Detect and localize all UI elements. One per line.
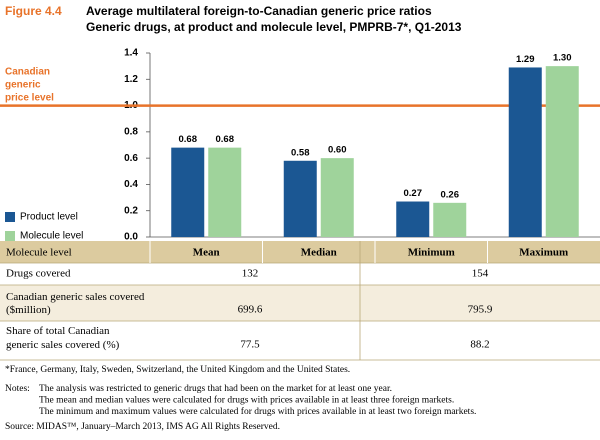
- y-tick-label: 1.4: [124, 48, 138, 59]
- table-cell: 795.9: [468, 304, 493, 316]
- source: Source: MIDAS™, January–March 2013, IMS …: [5, 422, 280, 432]
- value-label: 1.29: [516, 54, 535, 65]
- note-line: The mean and median values were calculat…: [39, 395, 454, 406]
- bar: [396, 201, 430, 237]
- y-tick-label: 0.0: [124, 232, 138, 243]
- y-tick-label: 1.2: [124, 74, 138, 85]
- value-label: 1.30: [553, 53, 572, 64]
- table-cell: 132: [242, 268, 259, 280]
- legend-label: Molecule level: [20, 231, 83, 242]
- table-row-bg: [0, 285, 600, 321]
- x-axis-label: Molecule level: [6, 247, 72, 259]
- x-tick-label: Maximum: [519, 247, 568, 259]
- value-label: 0.68: [179, 134, 198, 145]
- value-label: 0.58: [291, 147, 310, 158]
- figure-label: Figure 4.4: [5, 4, 62, 18]
- table-cell: 154: [472, 268, 489, 280]
- y-tick-label: 0.4: [124, 179, 138, 190]
- bar: [283, 160, 317, 237]
- legend-swatch: [5, 212, 15, 222]
- note-line: The minimum and maximum values were calc…: [39, 406, 476, 417]
- reference-label: generic: [5, 80, 41, 91]
- bar: [545, 66, 579, 238]
- bar: [320, 158, 354, 237]
- row-label: Drugs covered: [6, 268, 71, 280]
- bar: [208, 147, 242, 237]
- value-label: 0.60: [328, 145, 347, 156]
- x-tick-label: Minimum: [408, 247, 455, 259]
- chart-subtitle: Generic drugs, at product and molecule l…: [86, 20, 462, 34]
- table-cell: 77.5: [240, 339, 260, 351]
- note-line: The analysis was restricted to generic d…: [39, 383, 392, 394]
- reference-label: price level: [5, 93, 54, 104]
- x-tick-label: Mean: [193, 247, 220, 259]
- y-tick-label: 0.6: [124, 153, 138, 164]
- y-tick-label: 0.8: [124, 126, 138, 137]
- bar: [433, 202, 467, 237]
- table-cell: 88.2: [470, 339, 489, 351]
- bar: [508, 67, 542, 237]
- y-tick-label: 0.2: [124, 205, 138, 216]
- table-cell: 699.6: [238, 304, 263, 316]
- legend-label: Product level: [20, 212, 78, 223]
- value-label: 0.68: [216, 134, 235, 145]
- value-label: 0.26: [441, 189, 460, 200]
- footnote: *France, Germany, Italy, Sweden, Switzer…: [5, 365, 350, 375]
- legend-swatch: [5, 231, 15, 241]
- notes-label: Notes:: [5, 384, 30, 394]
- row-label: Canadian generic sales covered ($million): [6, 291, 145, 316]
- chart-title: Average multilateral foreign-to-Canadian…: [86, 4, 432, 18]
- x-tick-label: Median: [301, 247, 337, 259]
- row-label: Share of total Canadian generic sales cov…: [6, 325, 120, 351]
- value-label: 0.27: [404, 188, 423, 199]
- bar: [171, 147, 205, 237]
- reference-label: Canadian: [5, 67, 50, 78]
